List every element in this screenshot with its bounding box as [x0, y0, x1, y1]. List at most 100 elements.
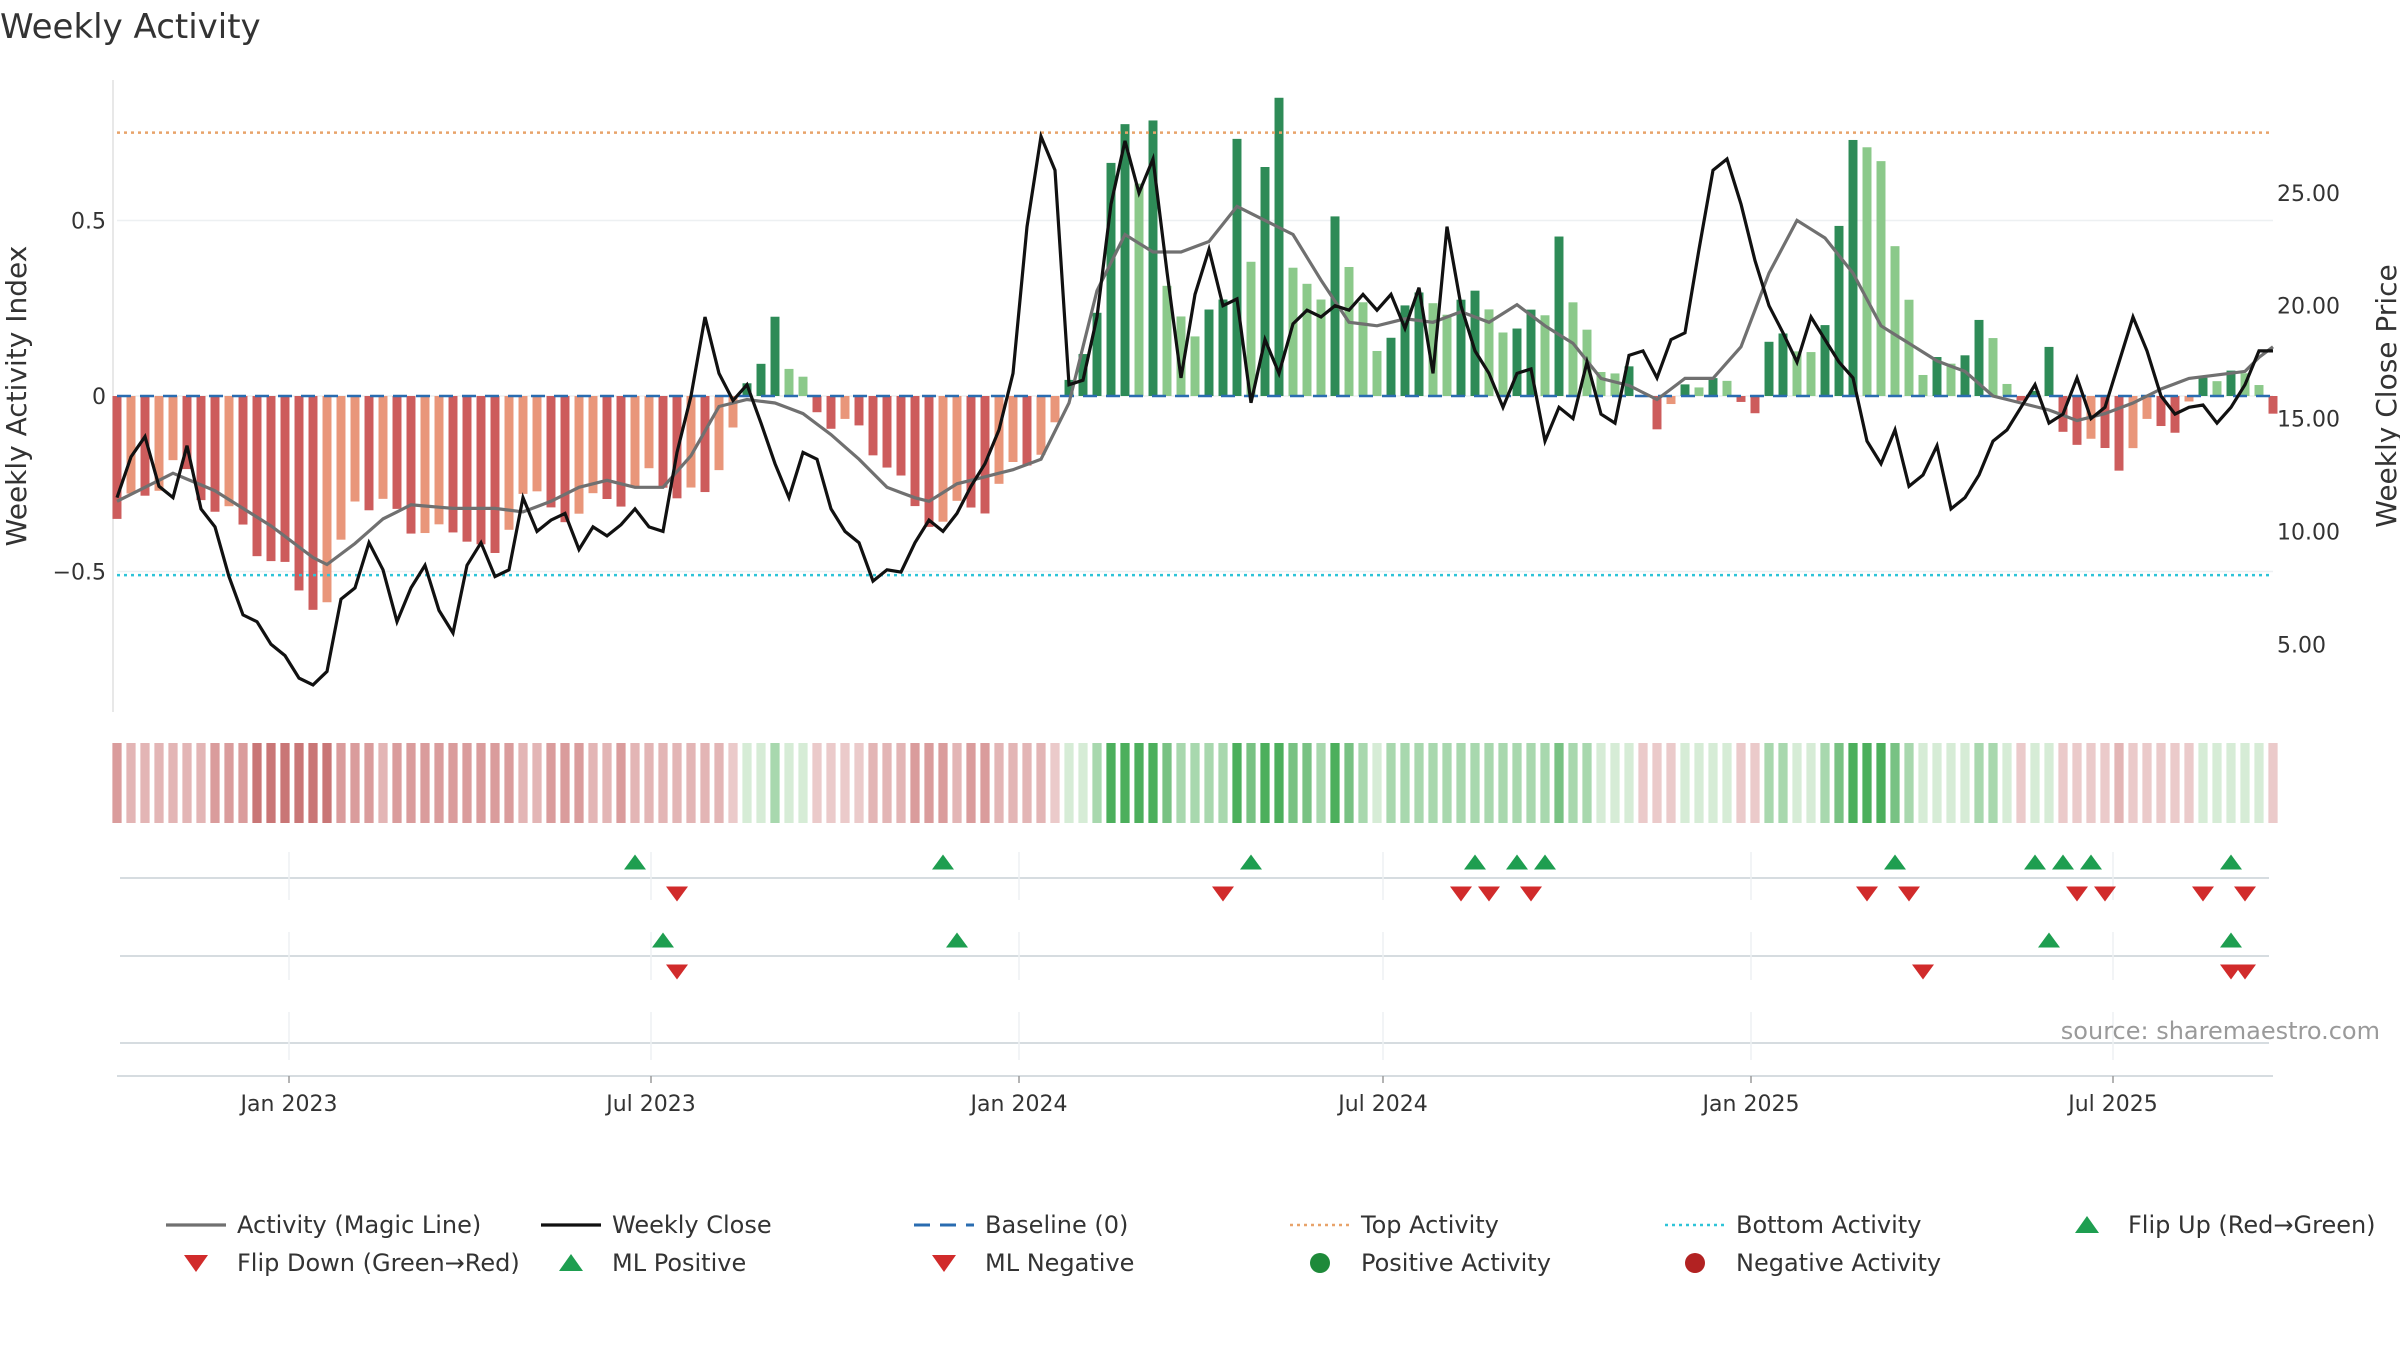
activity-bar	[1246, 261, 1256, 396]
heat-cell	[2226, 743, 2236, 823]
activity-bar	[1050, 396, 1060, 423]
heat-cell	[1666, 743, 1676, 823]
legend-circle-icon	[1685, 1253, 1705, 1273]
activity-bar	[2030, 390, 2040, 396]
legend-triangle-down-icon	[184, 1255, 208, 1272]
activity-bar	[686, 396, 696, 488]
y-tick-label: 0	[92, 385, 106, 410]
activity-bar	[1092, 312, 1102, 396]
activity-bar	[602, 396, 612, 500]
heat-cell	[826, 743, 836, 823]
heat-cell	[2254, 743, 2264, 823]
legend-item: Bottom Activity	[1665, 1211, 1921, 1239]
heat-cell	[2142, 743, 2152, 823]
flip-up-marker	[1534, 854, 1556, 870]
activity-bar	[1218, 299, 1228, 396]
ml-negative-marker	[666, 964, 688, 980]
legend-label: Weekly Close	[612, 1211, 772, 1239]
heat-cell	[364, 743, 374, 823]
heat-cell	[630, 743, 640, 823]
heat-cell	[588, 743, 598, 823]
activity-bar	[434, 396, 444, 525]
heat-cell	[1890, 743, 1900, 823]
legend-item: Flip Down (Green→Red)	[184, 1249, 520, 1277]
heat-cell	[938, 743, 948, 823]
heat-cell	[168, 743, 178, 823]
legend-item: ML Negative	[932, 1249, 1134, 1277]
flip-down-marker	[2192, 886, 2214, 902]
flip-up-marker	[2080, 854, 2102, 870]
heat-cell	[1218, 743, 1228, 823]
legend-item: Top Activity	[1290, 1211, 1499, 1239]
main-panel: −0.5 0 0.5 5.00 10.00 15.00 20.00 25.00 Weekly…	[0, 80, 2400, 712]
heat-cell	[966, 743, 976, 823]
activity-bar	[1820, 325, 1830, 396]
heat-cell	[2170, 743, 2180, 823]
activity-bar	[812, 396, 822, 413]
heat-cell	[406, 743, 416, 823]
activity-bar	[476, 396, 486, 545]
heat-cell	[2044, 743, 2054, 823]
heat-cell	[700, 743, 710, 823]
flip-down-marker	[1898, 886, 1920, 902]
activity-bar	[1386, 337, 1396, 396]
activity-bar	[1204, 309, 1214, 396]
activity-bar	[1596, 372, 1606, 396]
heat-cell	[1568, 743, 1578, 823]
heat-cell	[1358, 743, 1368, 823]
heat-cell	[1288, 743, 1298, 823]
heat-cell	[1260, 743, 1270, 823]
heat-cell	[1372, 743, 1382, 823]
heat-cell	[476, 743, 486, 823]
heat-cell	[126, 743, 136, 823]
heat-cell	[1470, 743, 1480, 823]
x-tick-label: Jan 2024	[969, 1092, 1068, 1117]
heat-cell	[1764, 743, 1774, 823]
heat-cell	[2198, 743, 2208, 823]
activity-bar	[1988, 338, 1998, 396]
heat-cell	[490, 743, 500, 823]
activity-bar	[2142, 396, 2152, 419]
heat-cell	[1064, 743, 1074, 823]
activity-bar	[112, 396, 122, 519]
heat-cell	[1246, 743, 1256, 823]
activity-bar	[406, 396, 416, 534]
activity-bar	[1008, 396, 1018, 462]
heat-cell	[434, 743, 444, 823]
legend-item: Activity (Magic Line)	[166, 1211, 481, 1239]
activity-bar	[350, 396, 360, 502]
heat-cell	[2058, 743, 2068, 823]
activity-bar	[168, 396, 178, 461]
activity-bar	[2226, 370, 2236, 396]
heat-cell	[2072, 743, 2082, 823]
activity-bar	[1232, 138, 1242, 396]
magic-line-series	[116, 204, 2274, 567]
activity-bar	[182, 396, 192, 470]
legend-item: ML Positive	[559, 1249, 746, 1277]
heat-cell	[1974, 743, 1984, 823]
heat-cell	[2016, 743, 2026, 823]
activity-bar	[616, 396, 626, 507]
heat-cell	[1274, 743, 1284, 823]
activity-bar	[1414, 292, 1424, 396]
activity-bar	[1036, 396, 1046, 455]
heat-cell	[1428, 743, 1438, 823]
activity-bar	[1736, 396, 1746, 402]
flip-down-marker	[1520, 886, 1542, 902]
heat-cell	[1624, 743, 1634, 823]
flip-down-marker	[1212, 886, 1234, 902]
activity-bar	[2044, 346, 2054, 396]
heat-cell	[2030, 743, 2040, 823]
flip-down-marker	[1478, 886, 1500, 902]
activity-bar	[1470, 290, 1480, 396]
heat-cell	[1512, 743, 1522, 823]
heat-cell	[910, 743, 920, 823]
legend-label: Baseline (0)	[985, 1211, 1128, 1239]
activity-bar	[1302, 283, 1312, 396]
activity-bar	[126, 396, 136, 494]
activity-bar	[1834, 225, 1844, 396]
flip-up-marker	[1506, 854, 1528, 870]
activity-bar	[462, 396, 472, 542]
heat-cell	[1582, 743, 1592, 823]
